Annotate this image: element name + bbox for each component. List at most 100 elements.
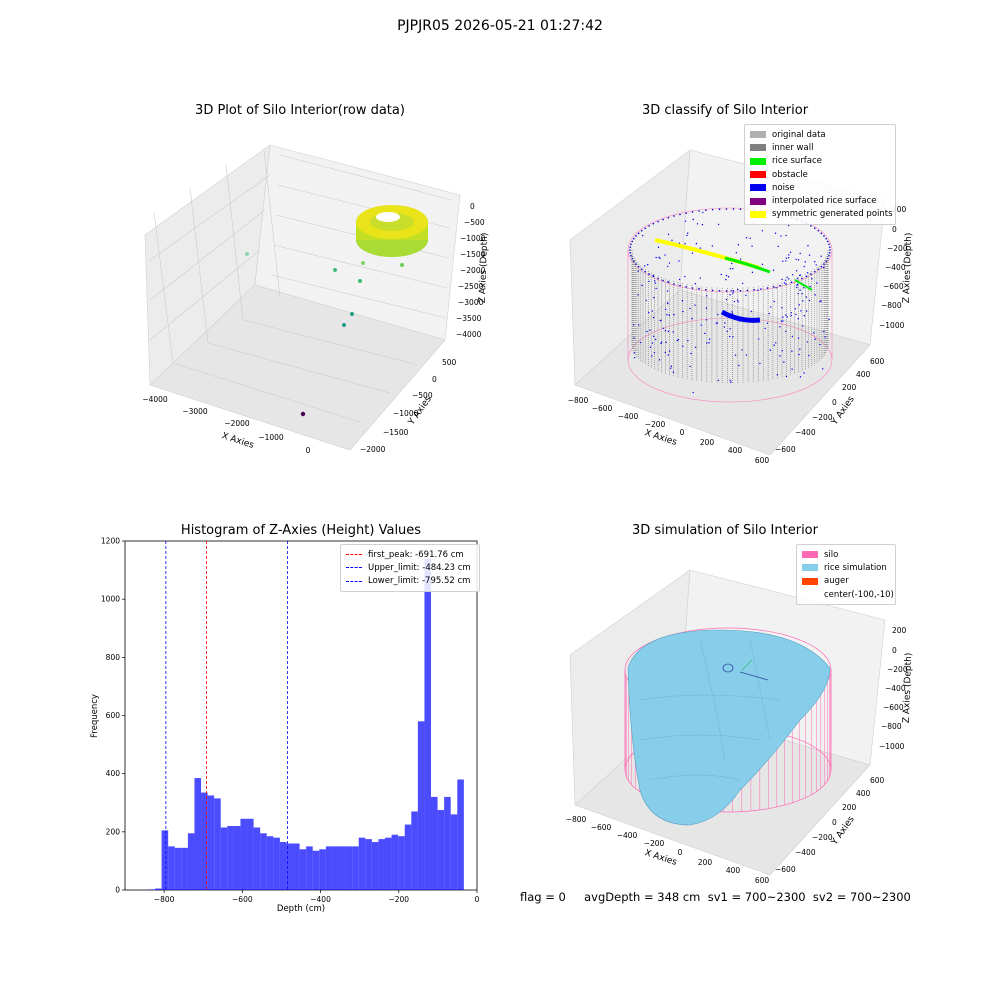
simulation-y-ticks: −600 −400 −200 0 200 400 600 [775,776,885,874]
svg-text:−2000: −2000 [360,445,386,454]
classify-legend: original data inner wall rice surface ob… [744,124,896,226]
svg-text:−400: −400 [795,428,816,437]
svg-text:−200: −200 [812,413,833,422]
histogram-title: Histogram of Z-Axies (Height) Values [180,523,422,538]
histogram-bar [306,846,313,890]
svg-text:−3000: −3000 [182,407,208,416]
histogram-bars [148,558,464,890]
svg-text:−1000: −1000 [879,742,905,751]
histogram-bar [148,889,156,890]
svg-text:200: 200 [892,205,907,214]
histogram-bar [286,843,294,890]
histogram-x-tick-label: −200 [388,895,409,904]
svg-text:−800: −800 [881,722,902,731]
histogram-bar [279,842,287,890]
histogram-x-ticks: −800 −600 −400 −200 0 [154,890,480,904]
svg-text:−3000: −3000 [458,298,484,307]
histogram-bar [358,837,366,890]
raw-grid [149,149,453,423]
raw-z-ticks: 0 −500 −1000 −1500 −2000 −2500 −3000 −35… [456,202,486,339]
svg-text:0: 0 [892,646,897,655]
classify-legend-item: rice surface [750,155,890,168]
histogram-bar [214,798,221,890]
svg-text:600: 600 [870,776,885,785]
svg-text:−200: −200 [887,244,908,253]
histogram-bar [293,843,300,890]
histogram-bar [398,836,405,890]
svg-text:−400: −400 [618,412,639,421]
svg-text:−1000: −1000 [393,409,419,418]
histogram-bar [411,811,418,890]
histogram-legend-item: Lower_limit: -795.52 cm [346,575,474,588]
svg-text:400: 400 [856,370,871,379]
histogram-x-tick-label: −800 [154,895,175,904]
simulation-auger-marker [722,659,769,681]
svg-text:400: 400 [856,789,871,798]
svg-text:−500: −500 [412,391,433,400]
simulation-rice-surface [627,629,831,826]
simulation-x-label: X Axies [643,848,678,868]
svg-text:−2000: −2000 [460,266,486,275]
raw-silo-ring [356,205,428,257]
legend-swatch [802,591,818,598]
classify-legend-item: interpolated rice surface [750,194,890,207]
svg-text:−600: −600 [591,823,612,832]
svg-text:−3500: −3500 [456,314,482,323]
histogram-legend-item: first_peak: -691.76 cm [346,548,474,561]
histogram-bar [220,827,228,890]
histogram-bar [194,778,202,890]
legend-swatch [750,210,766,218]
simulation-x-ticks: −800 −600 −400 −200 0 200 400 600 [566,815,770,885]
classify-z-label: Z Axies (Depth) [902,233,914,304]
histogram-bar [253,827,261,890]
histogram-bar [187,833,195,890]
histogram-bar [391,834,399,890]
histogram-bar [345,846,353,890]
histogram-bar [431,796,438,890]
histogram-bar [437,810,445,890]
svg-text:−1000: −1000 [460,234,486,243]
svg-text:200: 200 [842,383,857,392]
svg-text:0: 0 [432,375,437,384]
simulation-legend-item: silo [802,548,890,561]
histogram-bar [339,846,346,890]
svg-text:−500: −500 [464,218,485,227]
svg-text:−400: −400 [885,263,906,272]
figure-suptitle: PJPJR05 2026-05-21 01:27:42 [397,18,603,34]
classify-legend-item: symmetric generated points [750,208,893,221]
svg-text:−600: −600 [592,404,613,413]
svg-text:−800: −800 [568,396,589,405]
svg-text:600: 600 [755,876,770,885]
legend-line [346,567,362,569]
histogram-y-tick-label: 1000 [101,595,120,604]
svg-text:−200: −200 [812,833,833,842]
histogram-bar [325,846,333,890]
svg-text:500: 500 [442,358,457,367]
histogram-bar [247,818,254,890]
svg-text:0: 0 [678,848,683,857]
legend-swatch [802,577,818,585]
histogram-legend: first_peak: -691.76 cm Upper_limit: -484… [340,544,480,592]
histogram-bar [371,842,379,890]
svg-text:−200: −200 [644,839,665,848]
histogram-bar [299,849,307,890]
classify-x-ticks: −800 −600 −400 −200 0 200 400 600 [568,396,770,465]
classify-y-ticks: −600 −400 −200 0 200 400 600 [775,357,885,454]
histogram-bar [240,818,248,890]
svg-text:−1500: −1500 [383,428,409,437]
svg-text:−2000: −2000 [224,419,250,428]
svg-text:−800: −800 [881,301,902,310]
simulation-z-label: Z Axies (Depth) [902,653,914,724]
simulation-legend: silo rice simulation auger center(-100,-… [796,544,896,606]
histogram-y-tick-label: 200 [106,827,121,836]
svg-text:200: 200 [698,858,713,867]
histogram-y-tick-label: 800 [106,653,121,662]
svg-text:−400: −400 [885,684,906,693]
svg-text:−400: −400 [795,848,816,857]
histogram-y-tick-label: 0 [115,886,120,895]
raw-y-ticks: −2000 −1500 −1000 −500 0 500 [360,358,457,454]
svg-text:0: 0 [680,428,685,437]
